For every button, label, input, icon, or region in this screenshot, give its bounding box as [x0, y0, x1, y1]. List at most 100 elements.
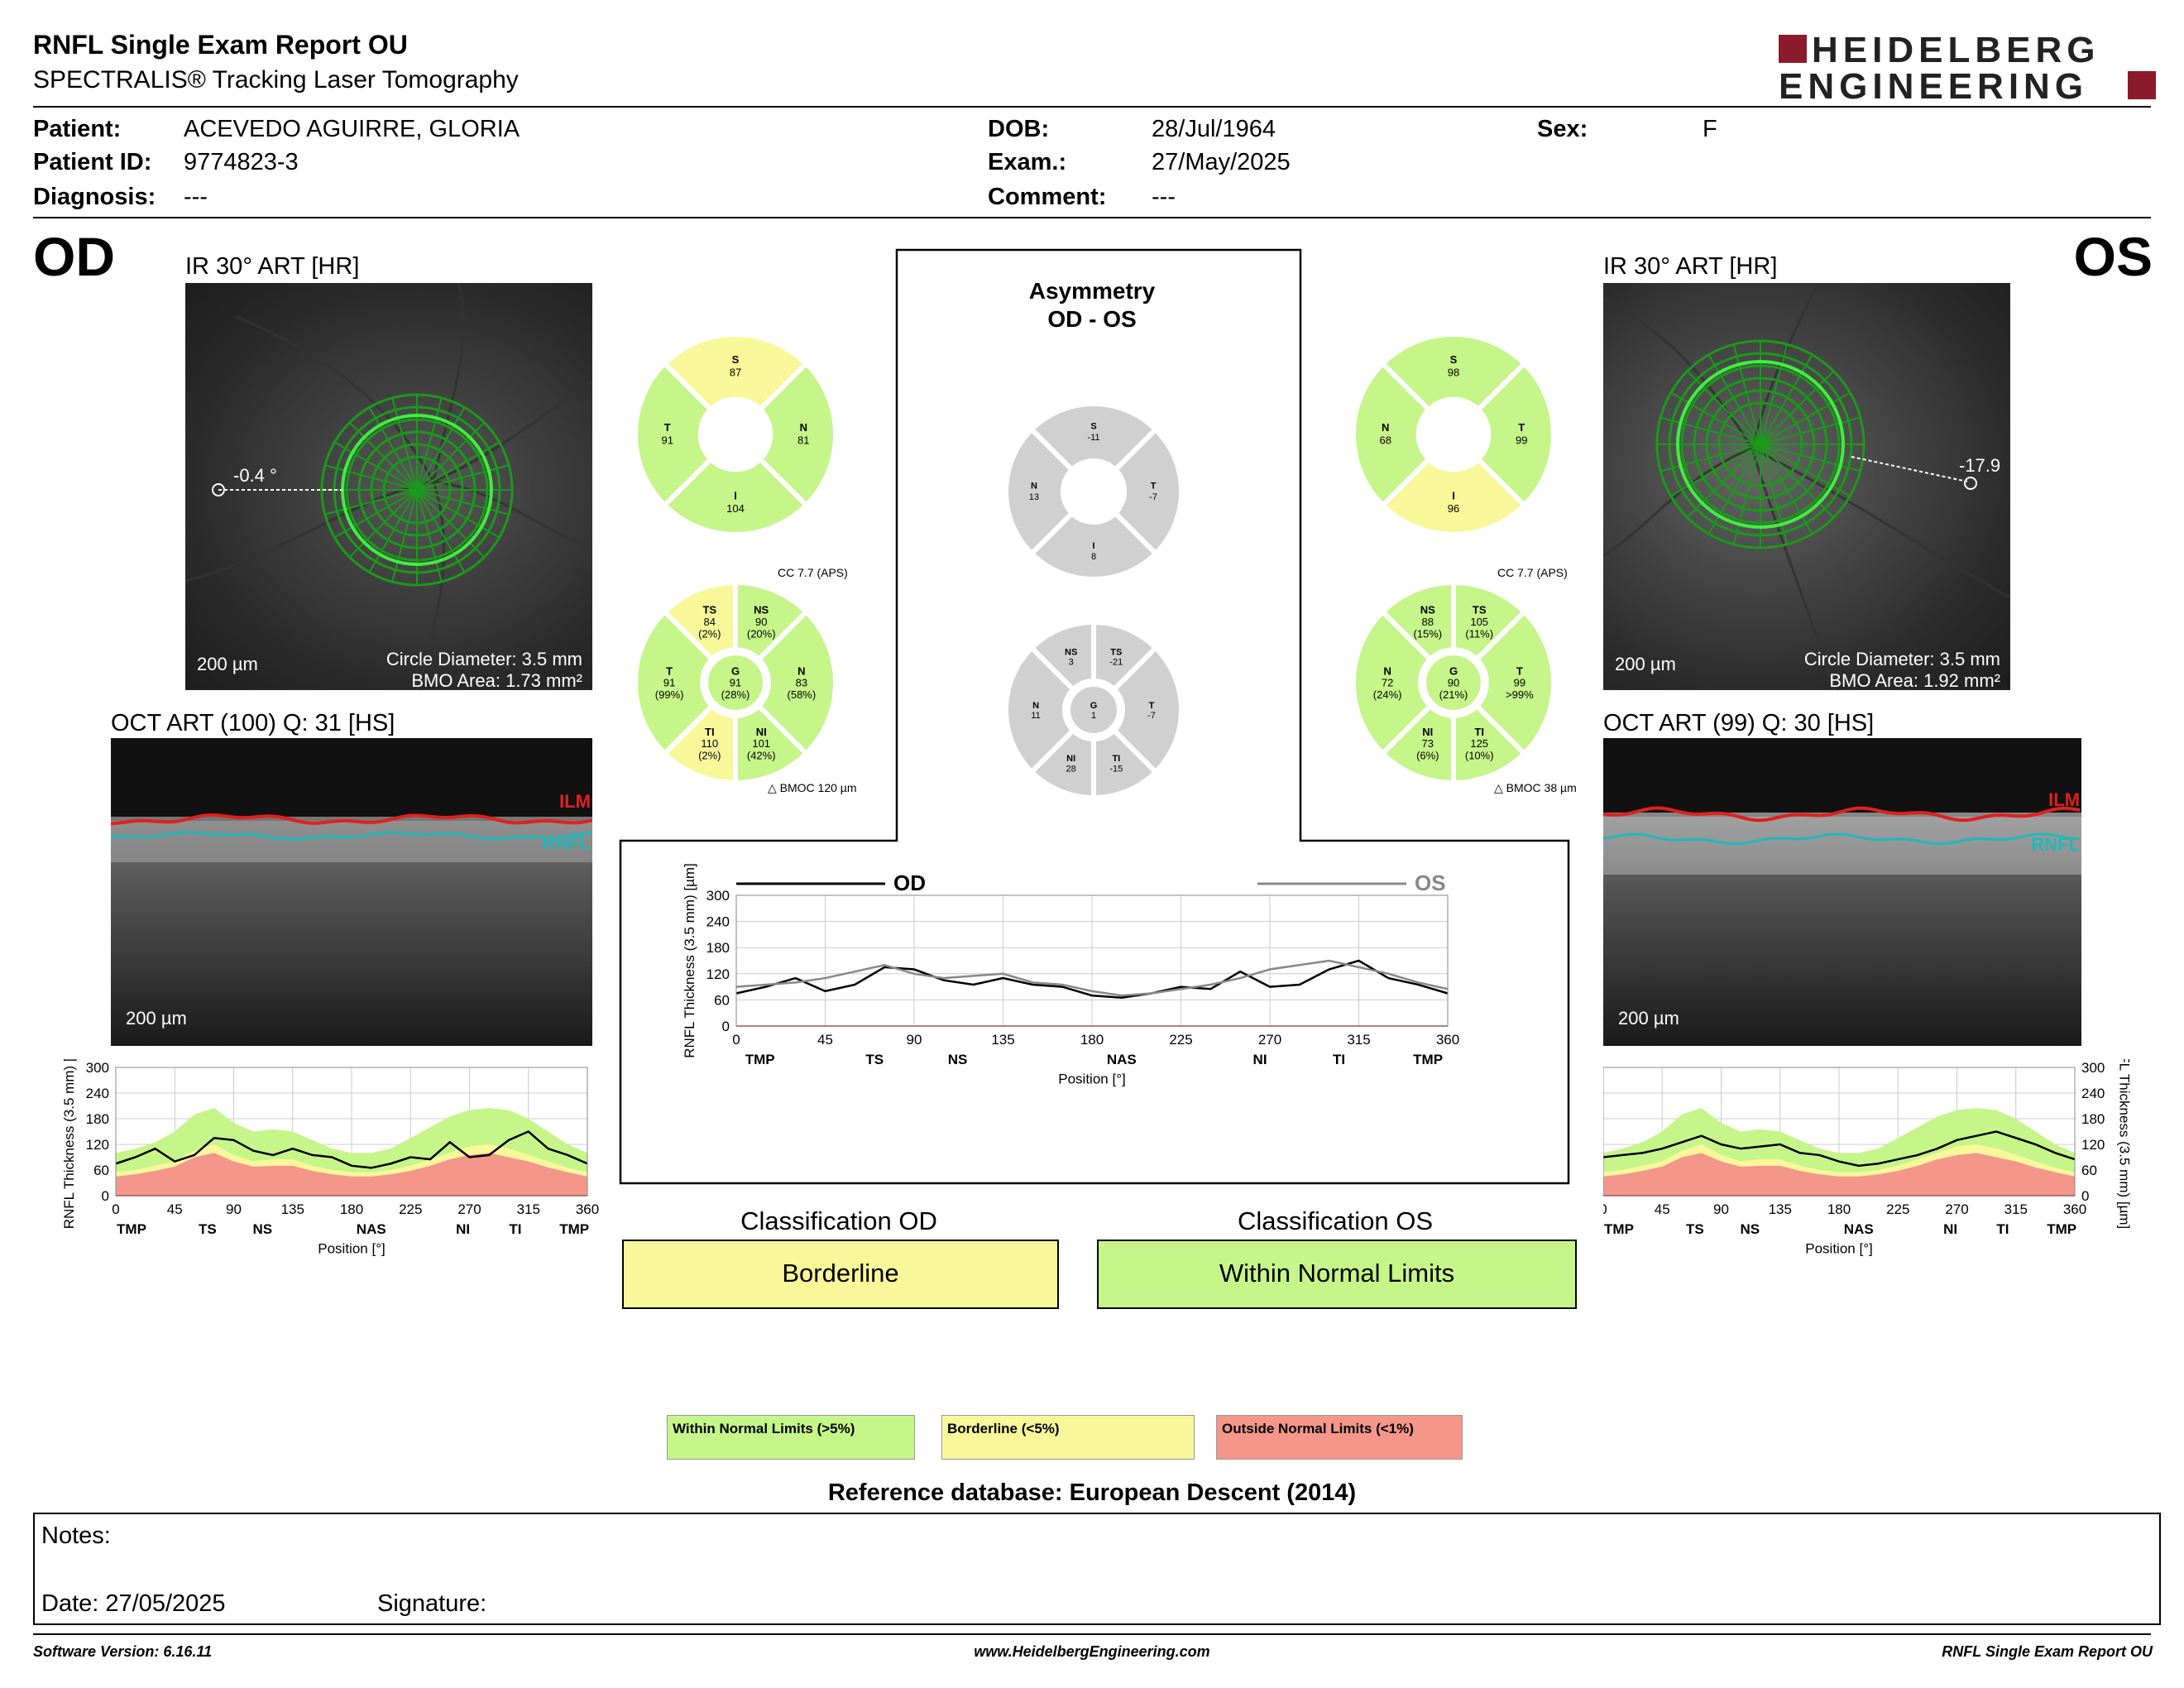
x-tick-label: 360: [1436, 1032, 1459, 1048]
sector-text: >99%: [1506, 688, 1534, 701]
classification-os-title: Classification OS: [1237, 1206, 1434, 1235]
os-ir-title: IR 30° ART [HR]: [1603, 253, 1778, 280]
sector-text: 99: [1514, 677, 1525, 689]
exam-label: Exam.:: [988, 149, 1067, 175]
od-bmoc-value: BMOC 120 µm: [779, 781, 857, 794]
sector-tick-label: TMP: [117, 1221, 146, 1237]
ou-comparison-chart: 0 60 120 180 240 300 0 45 90 135 180 225 270 315 360 TM…: [645, 859, 1473, 1115]
dob-label: DOB:: [988, 116, 1050, 142]
sector-n: [1351, 608, 1434, 757]
normal-band: [116, 1108, 587, 1172]
legend-outside: Outside Normal Limits (<1%): [1216, 1415, 1463, 1460]
sector-text: TI: [1474, 726, 1484, 738]
od-bscan-image: ILM RNFL 200 µm: [110, 738, 593, 1046]
sector-tick-label: NS: [1741, 1221, 1760, 1237]
x-tick-label: 360: [576, 1201, 599, 1217]
sector-text: (6%): [1416, 749, 1439, 761]
sex-label: Sex:: [1537, 116, 1588, 142]
od-oct-title: OCT ART (100) Q: 31 [HS]: [111, 710, 395, 736]
scan-spoke: [324, 464, 418, 491]
patient-name-label: Patient:: [33, 116, 122, 142]
sector-t: [1110, 644, 1184, 776]
sector-label: S: [1450, 353, 1458, 366]
scan-spoke: [1760, 444, 1789, 544]
sector-text: 88: [1422, 616, 1434, 628]
scan-spoke: [1732, 344, 1761, 445]
scan-spoke: [368, 489, 418, 573]
y-tick-label: 120: [706, 966, 730, 982]
od-bmoc: △ BMOC 120 µm: [768, 781, 857, 794]
sector-tick-label: TMP: [559, 1221, 589, 1237]
os-bmoc: △ BMOC 38 µm: [1494, 781, 1577, 794]
exam-date: 27/May/2025: [1152, 149, 1291, 175]
sector-ni: [733, 702, 810, 786]
y-tick-label: 300: [86, 1060, 109, 1076]
sector-text: (42%): [747, 749, 776, 761]
patient-id: 9774823-3: [184, 149, 299, 175]
sector-text: 91: [663, 677, 675, 689]
y-tick-label: 0: [722, 1019, 730, 1034]
sector-text: N: [1383, 664, 1391, 677]
sector-label: T: [1518, 421, 1525, 434]
classification-od-title: Classification OD: [740, 1206, 937, 1235]
sector-text: N: [1032, 701, 1039, 711]
os-fundus-image: -17.9 200 µm Circle Diameter: 3.5 mm BMO…: [1602, 282, 2011, 691]
logo-square-bottom: [2128, 71, 2156, 99]
info-rule: [33, 217, 2151, 218]
sector-tick-label: NAS: [1107, 1052, 1137, 1067]
scan-spoke: [391, 397, 418, 491]
scan-spoke: [1732, 444, 1761, 544]
sector-value: 8: [1091, 552, 1096, 562]
diagnosis: ---: [184, 184, 208, 210]
sector-tick-label: TMP: [745, 1052, 775, 1067]
sector-g: [1066, 682, 1122, 738]
sector-text: TS: [1473, 604, 1487, 616]
sector-n: [1003, 425, 1076, 558]
x-tick-label: 0: [732, 1032, 740, 1048]
sector-text: 11: [1031, 711, 1040, 721]
sector-text: NI: [1066, 754, 1075, 764]
sector-value: 99: [1516, 434, 1527, 447]
sector-text: 91: [730, 677, 741, 689]
asymmetry-subtitle: OD - OS: [1047, 306, 1137, 332]
sector-label: T: [1151, 482, 1157, 492]
outside-band: [116, 1153, 587, 1196]
asymmetry-title: Asymmetry: [1028, 278, 1156, 304]
x-tick-label: 270: [457, 1201, 481, 1217]
logo-line1: HEIDELBERG: [1812, 30, 2100, 70]
notes-date: Date: 27/05/2025: [41, 1590, 226, 1617]
x-tick-label: 315: [2004, 1201, 2028, 1217]
scan-spoke: [1760, 391, 1851, 445]
sector-tick-label: TI: [509, 1221, 521, 1237]
scan-spoke: [1660, 416, 1761, 445]
legend-od: OD: [893, 870, 926, 895]
borderline-band: [1603, 1144, 2075, 1177]
os-cc: CC 7.7 (APS): [1497, 566, 1568, 579]
sector-tick-label: TMP: [1413, 1052, 1443, 1067]
x-tick-label: 135: [991, 1032, 1014, 1048]
sector-tick-label: TI: [1996, 1221, 2009, 1237]
logo-square-top: [1779, 35, 1807, 63]
scan-spoke: [348, 489, 418, 559]
sector-label: N: [1031, 482, 1037, 492]
sector-value: -11: [1087, 433, 1099, 443]
sector-text: G: [1090, 701, 1098, 711]
patient-id-label: Patient ID:: [33, 149, 152, 175]
sector-text: T: [1149, 701, 1155, 711]
sector-text: N: [797, 664, 805, 677]
od-profile-chart: 0 60 120 180 240 300 0 45 90 135 180 225 270 315 360 TM…: [33, 1034, 612, 1299]
od-circle-diameter: Circle Diameter: 3.5 mm: [386, 649, 582, 669]
x-tick-label: 270: [1258, 1032, 1281, 1048]
sector-text: (28%): [721, 688, 750, 701]
x-tick-label: 90: [907, 1032, 922, 1048]
sector-g: [1421, 650, 1486, 715]
sector-text: TS: [1110, 647, 1122, 657]
sector-text: (15%): [1413, 627, 1442, 640]
y-tick-label: 120: [2081, 1137, 2105, 1153]
x-axis-label: Position [°]: [318, 1241, 385, 1257]
scan-spoke: [368, 406, 418, 491]
os-eye-label: OS: [2073, 226, 2153, 287]
classification-os-box: Within Normal Limits: [1097, 1240, 1577, 1309]
